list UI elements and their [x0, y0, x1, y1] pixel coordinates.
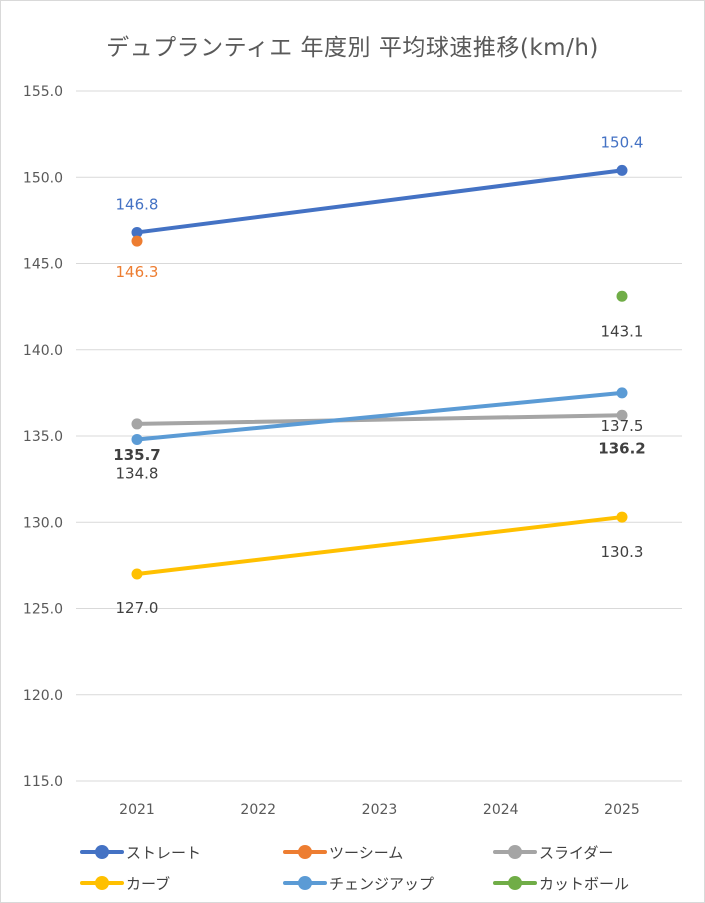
- data-point: [616, 387, 628, 399]
- legend-label: スライダー: [539, 843, 614, 862]
- data-label: 134.8: [116, 464, 159, 482]
- y-tick-label: 115.0: [23, 774, 63, 790]
- y-tick-label: 155.0: [23, 84, 63, 100]
- data-point: [131, 433, 143, 445]
- data-label: 137.5: [601, 417, 644, 435]
- legend-swatch: [80, 845, 124, 859]
- data-label: 135.7: [113, 446, 160, 464]
- legend-label: カットボール: [539, 874, 630, 893]
- legend-label: カーブ: [126, 874, 171, 893]
- y-tick-label: 140.0: [23, 343, 63, 359]
- legend-swatch: [493, 845, 537, 859]
- data-point: [616, 409, 628, 421]
- y-tick-label: 135.0: [23, 429, 63, 445]
- data-label: 150.4: [601, 133, 644, 151]
- legend-swatch: [80, 876, 124, 890]
- legend-item: スライダー: [493, 842, 613, 862]
- legend-swatch: [493, 876, 537, 890]
- legend-item: カーブ: [80, 873, 170, 893]
- series-line: [135, 413, 624, 426]
- data-label: 146.3: [116, 263, 159, 281]
- legend-item: ストレート: [80, 842, 201, 862]
- data-point: [131, 226, 143, 238]
- series-line: [135, 168, 624, 235]
- legend-label: ストレート: [126, 843, 202, 862]
- x-tick-label: 2023: [362, 802, 398, 818]
- x-tick-label: 2022: [240, 802, 276, 818]
- data-label: 136.2: [598, 439, 645, 457]
- legend-item: チェンジアップ: [283, 873, 434, 893]
- x-tick-label: 2024: [483, 802, 519, 818]
- legend-label: チェンジアップ: [329, 874, 435, 893]
- y-tick-label: 145.0: [23, 257, 63, 273]
- data-label: 143.1: [601, 322, 644, 340]
- data-label: 127.0: [116, 599, 159, 617]
- legend-label: ツーシーム: [329, 843, 404, 862]
- legend-item: カットボール: [493, 873, 629, 893]
- legend-swatch: [283, 845, 327, 859]
- data-label: 146.8: [116, 195, 159, 213]
- legend-item: ツーシーム: [283, 842, 403, 862]
- legend-swatch: [283, 876, 327, 890]
- y-tick-label: 125.0: [23, 602, 63, 618]
- series-line: [135, 390, 624, 442]
- y-tick-label: 120.0: [23, 688, 63, 704]
- chart-title: デュプランティエ 年度別 平均球速推移(km/h): [106, 35, 599, 61]
- data-point: [616, 164, 628, 176]
- y-tick-label: 150.0: [23, 170, 63, 186]
- data-point: [131, 235, 143, 247]
- data-point: [616, 511, 628, 523]
- x-tick-label: 2021: [119, 802, 155, 818]
- series-line: [135, 515, 624, 576]
- data-point: [131, 418, 143, 430]
- data-point: [616, 290, 628, 302]
- data-point: [131, 568, 143, 580]
- x-tick-label: 2025: [604, 802, 640, 818]
- data-label: 130.3: [601, 543, 644, 561]
- y-tick-label: 130.0: [23, 515, 63, 531]
